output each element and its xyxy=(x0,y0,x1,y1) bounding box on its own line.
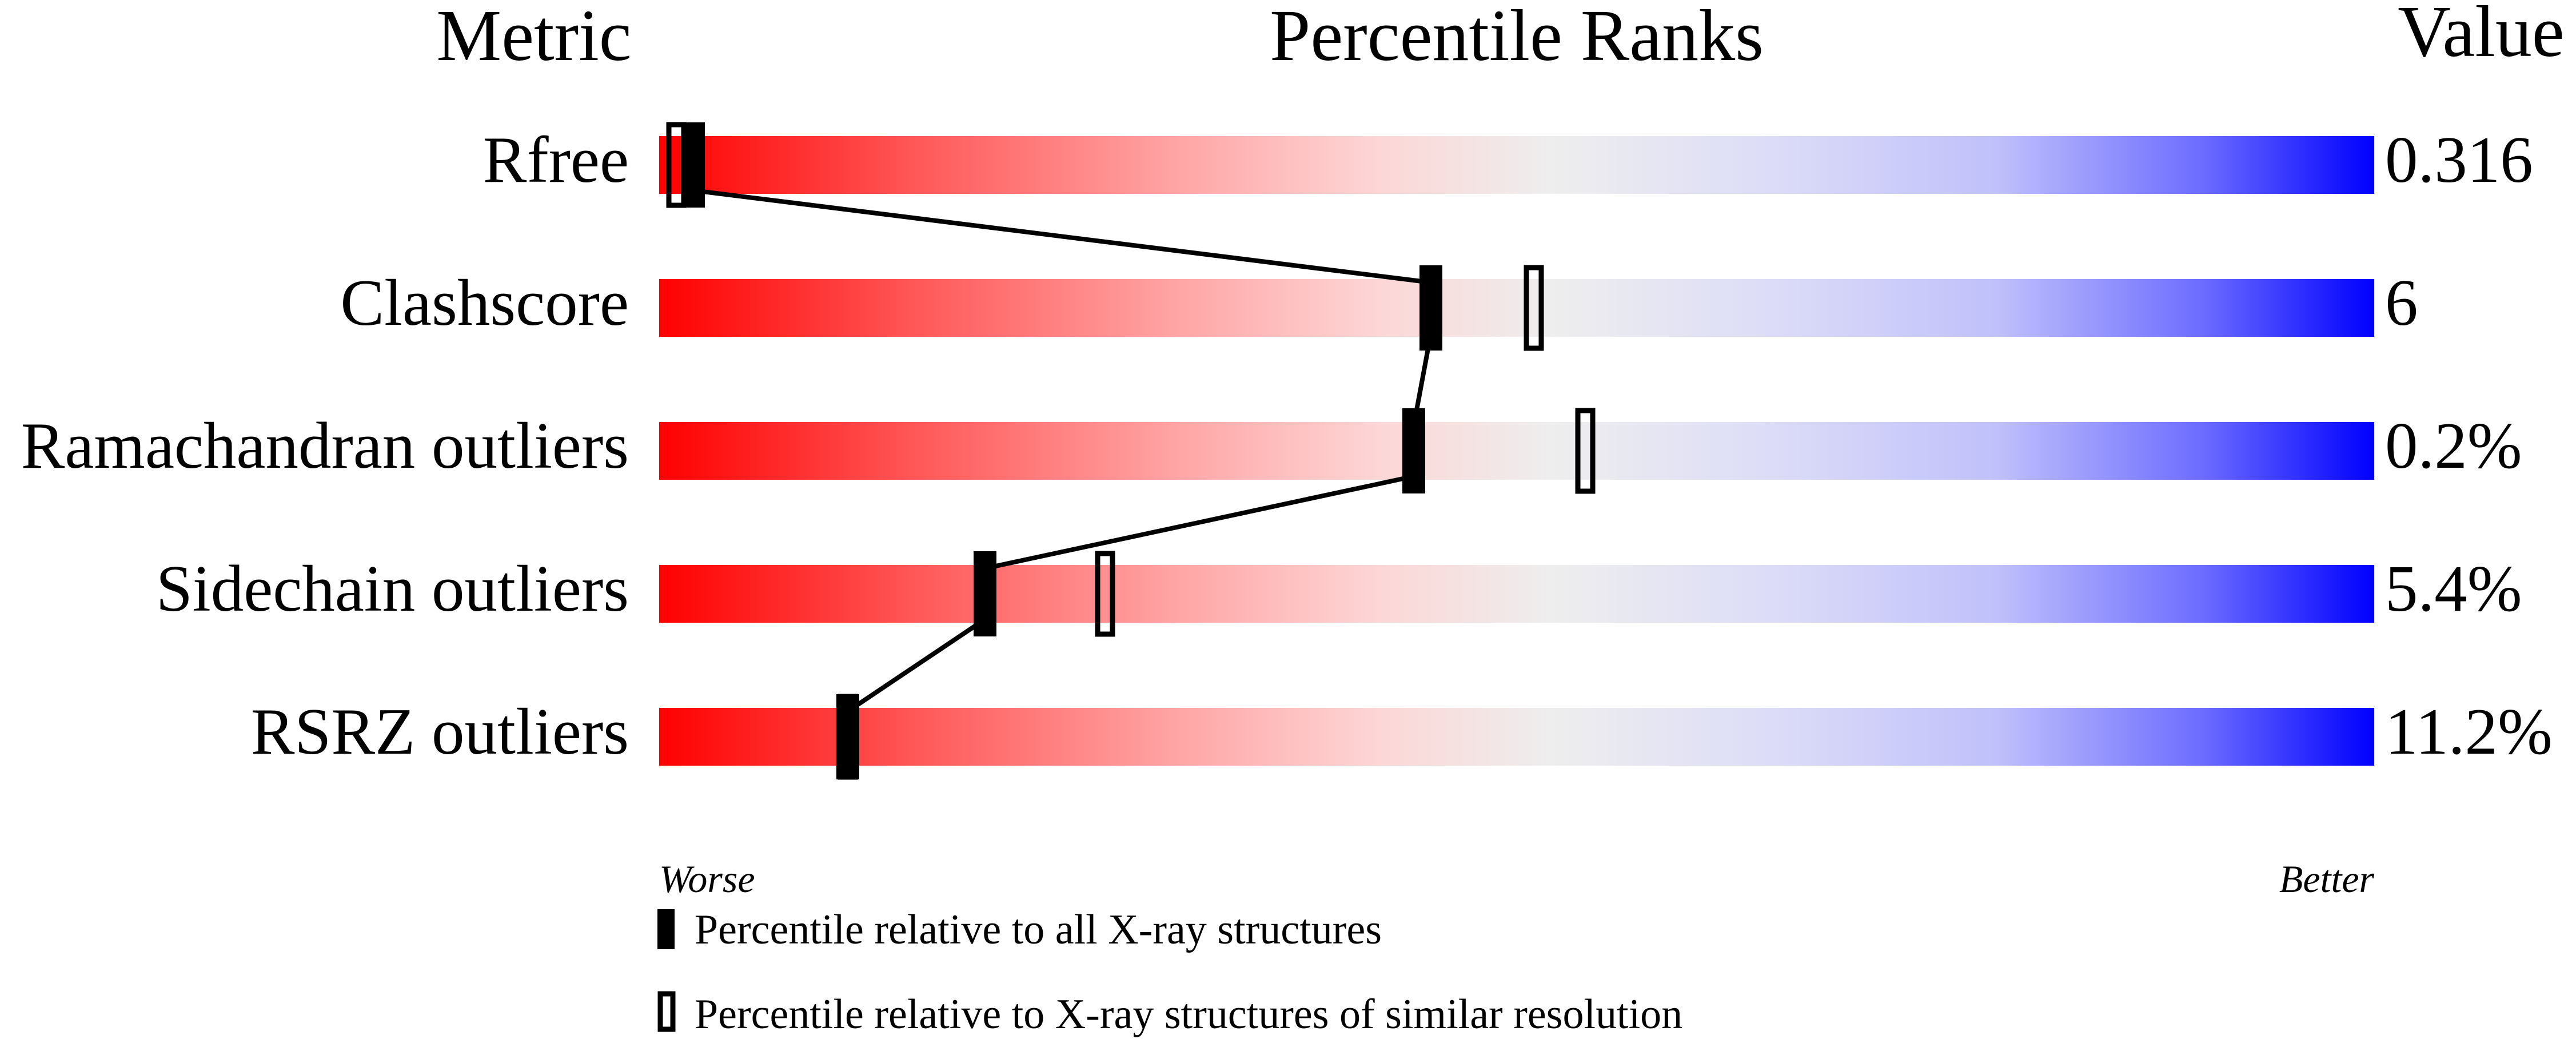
metric-value: 5.4% xyxy=(2385,552,2522,625)
header-percentile-ranks: Percentile Ranks xyxy=(1270,0,1764,76)
metric-label: Sidechain outliers xyxy=(156,552,629,625)
metric-value: 0.316 xyxy=(2385,124,2533,196)
all-structures-marker xyxy=(682,122,705,208)
legend-filled-marker xyxy=(657,909,675,949)
header-metric: Metric xyxy=(436,0,631,76)
metric-label: Rfree xyxy=(483,124,629,196)
percentile-bar xyxy=(659,136,2374,194)
all-structures-marker xyxy=(1402,408,1425,493)
axis-label-worse: Worse xyxy=(659,857,755,901)
metric-value: 0.2% xyxy=(2385,409,2522,482)
legend-label-all: Percentile relative to all X-ray structu… xyxy=(695,906,1382,953)
all-structures-marker xyxy=(974,551,996,636)
percentile-bar xyxy=(659,708,2374,766)
all-structures-marker xyxy=(836,694,859,779)
all-structures-marker xyxy=(1419,265,1442,351)
metric-label: Ramachandran outliers xyxy=(21,409,629,482)
percentile-bar xyxy=(659,279,2374,337)
connector-line xyxy=(846,617,987,714)
header-value: Value xyxy=(2398,0,2564,72)
metric-label: Clashscore xyxy=(340,266,629,339)
connector-line xyxy=(693,188,1431,285)
metric-value: 11.2% xyxy=(2385,695,2553,768)
connector-line xyxy=(984,474,1414,571)
similar-resolution-marker xyxy=(1524,265,1544,351)
similar-resolution-marker xyxy=(1095,551,1115,637)
similar-resolution-marker xyxy=(1575,408,1596,494)
percentile-bar xyxy=(659,565,2374,623)
metric-value: 6 xyxy=(2385,266,2418,339)
legend-hollow-marker xyxy=(657,991,676,1032)
axis-label-better: Better xyxy=(2279,857,2375,901)
metric-label: RSRZ outliers xyxy=(251,695,629,768)
percentile-bar xyxy=(659,422,2374,480)
legend-label-similar: Percentile relative to X-ray structures … xyxy=(695,991,1682,1038)
